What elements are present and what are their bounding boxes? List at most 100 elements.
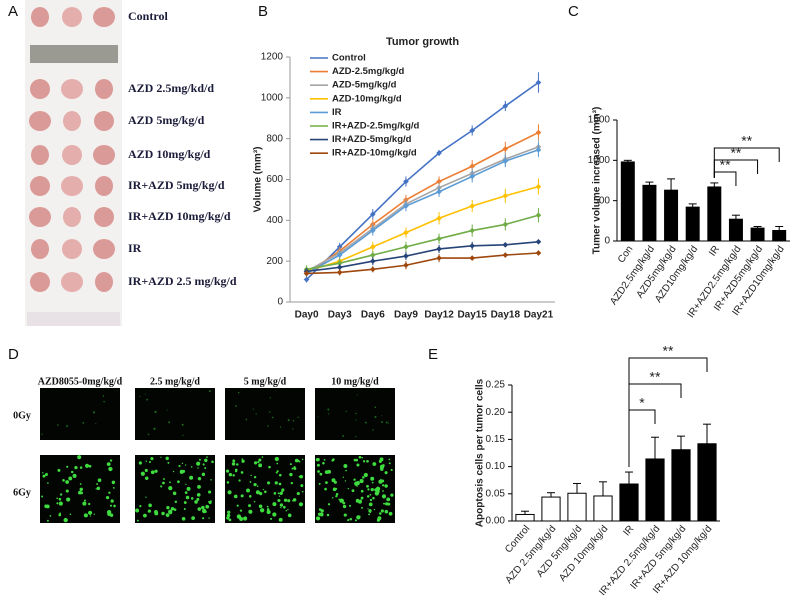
fluorescent-cell <box>240 494 244 498</box>
bar <box>728 218 743 242</box>
fluorescent-cell <box>74 465 78 470</box>
fluorescent-cell <box>190 466 193 468</box>
fluorescent-cell <box>384 471 388 475</box>
fluorescent-cell <box>197 467 199 469</box>
fluorescent-cell <box>148 503 152 508</box>
fluorescent-cell <box>82 501 87 506</box>
fluorescent-cell <box>240 471 244 474</box>
fluorescent-cell <box>253 500 256 503</box>
marker <box>502 221 509 228</box>
fluorescent-cell <box>277 498 281 503</box>
column-label: 5 mg/kg/d <box>244 376 287 387</box>
fluorescent-cell <box>317 470 320 473</box>
y-tick-label: 0.10 <box>486 461 506 472</box>
significance-bracket <box>713 147 780 178</box>
y-axis-label: Tumer volume increased (mm³) <box>592 107 603 255</box>
fluorescent-cell <box>69 513 72 516</box>
fluorescent-cell <box>168 486 173 491</box>
marker <box>535 238 542 245</box>
fluorescent-cell <box>183 508 186 511</box>
micrograph <box>225 455 305 523</box>
fluorescent-cell <box>360 489 364 493</box>
fluorescent-cell <box>202 517 205 520</box>
x-tick-label: Day0 <box>295 310 319 321</box>
fluorescent-cell <box>42 474 46 478</box>
fluorescent-cell <box>167 461 170 464</box>
fluorescent-cell <box>266 505 269 508</box>
marker <box>535 147 542 153</box>
x-tick-label: Day15 <box>457 310 487 321</box>
marker <box>502 146 509 152</box>
fluorescent-cell <box>154 469 158 473</box>
fluorescent-cell <box>358 455 362 459</box>
fluorescent-cell <box>372 429 374 431</box>
fluorescent-cell <box>317 416 319 418</box>
bar <box>515 513 535 522</box>
fluorescent-cell <box>370 476 375 481</box>
fluorescent-cell <box>335 487 338 490</box>
y-axis-label: Volume (mm³) <box>253 147 264 213</box>
fluorescent-cell <box>205 504 210 509</box>
fluorescent-cell <box>194 500 198 504</box>
fluorescent-cell <box>331 459 334 462</box>
fluorescent-cell <box>172 491 177 496</box>
y-tick-label: 600 <box>266 174 283 185</box>
fluorescent-cell <box>112 486 115 489</box>
fluorescent-cell <box>356 463 360 467</box>
fluorescent-cell <box>44 473 48 477</box>
y-tick-label: 800 <box>266 133 283 144</box>
fluorescent-cell <box>331 478 336 483</box>
fluorescent-cell <box>201 505 205 510</box>
fluorescent-cell <box>170 506 175 511</box>
fluorescent-cell <box>326 513 330 517</box>
legend-label: IR+AZD-2.5mg/kg/d <box>332 121 420 132</box>
fluorescent-cell <box>347 519 350 522</box>
fluorescent-cell <box>144 476 149 480</box>
tumor <box>95 176 113 196</box>
y-tick-label: 0 <box>604 236 610 247</box>
fluorescent-cell <box>181 423 184 426</box>
fluorescent-cell <box>248 495 252 498</box>
fluorescent-cell <box>384 509 389 514</box>
fluorescent-cell <box>225 469 230 473</box>
fluorescent-cell <box>209 500 212 503</box>
bar <box>750 227 765 242</box>
fluorescent-cell <box>287 513 292 518</box>
fluorescent-cell <box>226 516 230 520</box>
fluorescent-cell <box>272 512 277 517</box>
fluorescent-cell <box>245 418 248 421</box>
fluorescent-cell <box>79 487 83 492</box>
fluorescent-cell <box>160 456 162 458</box>
fluorescent-cell <box>62 479 65 482</box>
fluorescent-cell <box>279 491 283 495</box>
marker <box>336 260 343 267</box>
fluorescent-cell <box>105 496 110 500</box>
fluorescent-cell <box>282 505 286 509</box>
bar <box>685 206 700 242</box>
fluorescent-cell <box>147 433 150 436</box>
fluorescent-cell <box>342 435 345 437</box>
fluorescent-cell <box>345 410 347 413</box>
fluorescent-cell <box>328 413 330 415</box>
tumor <box>31 7 49 27</box>
fluorescent-cell <box>258 458 262 462</box>
fluorescent-cell <box>83 499 86 502</box>
fluorescent-cell <box>351 489 355 493</box>
marker <box>469 203 476 209</box>
marker <box>369 266 376 273</box>
fluorescent-cell <box>228 473 233 477</box>
fluorescent-cell <box>88 502 91 506</box>
fluorescent-cell <box>380 509 384 513</box>
fluorescent-cell <box>45 504 50 509</box>
marker <box>535 250 542 256</box>
marker <box>336 269 343 276</box>
fluorescent-cell <box>369 493 372 496</box>
panel-label: A <box>8 3 18 20</box>
tumor <box>62 239 82 259</box>
fluorescent-cell <box>169 511 173 515</box>
fluorescent-cell <box>292 420 295 422</box>
marker <box>436 235 442 242</box>
x-tick-label: Day9 <box>394 310 418 321</box>
y-tick-label: 0.20 <box>486 407 506 418</box>
fluorescent-cell <box>361 506 363 509</box>
